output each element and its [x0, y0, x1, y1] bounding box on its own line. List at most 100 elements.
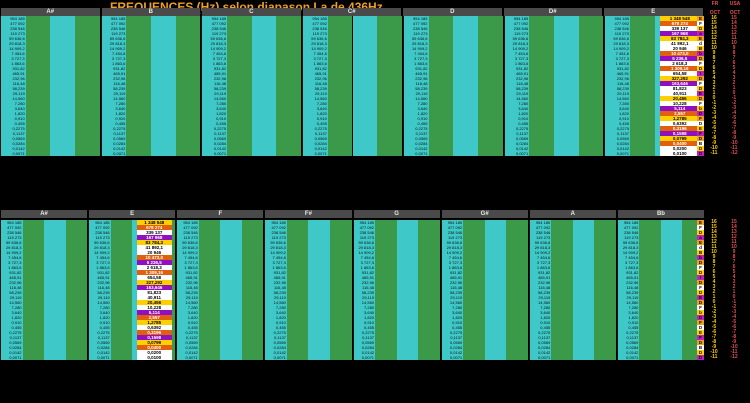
highlight-value: 678 274 [136, 225, 172, 230]
column-divider [88, 305, 90, 310]
frequency-cell [375, 340, 397, 345]
frequency-cell [241, 305, 264, 310]
frequency-cell [251, 71, 277, 76]
frequency-cell [227, 146, 252, 151]
frequency-cell [327, 66, 353, 71]
column-divider [604, 26, 606, 31]
column-divider [503, 136, 505, 141]
frequency-cell [286, 305, 309, 310]
frequency-cell [251, 41, 277, 46]
frequency-cell [506, 345, 528, 350]
column-divider [0, 260, 1, 265]
column-divider [176, 340, 178, 345]
column-divider [604, 136, 606, 141]
column-divider [528, 325, 530, 330]
frequency-cell [65, 255, 88, 260]
frequency-cell: 232,96 [529, 280, 552, 285]
octave-fr: 7 [712, 264, 716, 270]
frequency-cell: 1 863,6 [177, 265, 199, 270]
frequency-cell [477, 41, 503, 46]
column-divider [201, 101, 203, 106]
frequency-cell [377, 31, 402, 36]
frequency-cell [329, 295, 352, 300]
note-tag: E [697, 91, 704, 96]
column-divider [0, 280, 1, 285]
frequency-cell: 0,0142 [403, 146, 429, 151]
frequency-cell [198, 245, 221, 250]
frequency-cell [22, 225, 45, 230]
column-divider [604, 141, 606, 146]
frequency-cell [327, 116, 353, 121]
table-row: 477 092 477 092 477 092 477 092 477 092 477 0… [0, 225, 705, 230]
frequency-cell [329, 325, 352, 330]
frequency-cell [220, 265, 242, 270]
octave-usa: -5 [731, 319, 737, 325]
frequency-cell [484, 310, 507, 315]
column-divider [176, 325, 178, 330]
frequency-cell [25, 101, 51, 106]
frequency-cell [553, 146, 579, 151]
frequency-cell [553, 131, 579, 136]
frequency-table-top: 954 185 954 185 954 185 954 185 954 185 954 1… [0, 16, 705, 156]
column-divider [201, 41, 203, 46]
column-divider [88, 230, 90, 235]
frequency-cell [594, 220, 616, 225]
frequency-cell [251, 121, 277, 126]
frequency-cell: 0,1137 [529, 335, 552, 340]
column-divider [302, 71, 304, 76]
frequency-cell: 3 727,3 [1, 260, 23, 265]
octave-fr: -4 [711, 319, 717, 325]
frequency-cell [327, 86, 353, 91]
frequency-cell: 3,640 [1, 310, 23, 315]
frequency-cell [126, 21, 152, 26]
frequency-cell [308, 220, 330, 225]
highlight-value: 83 784,3 [136, 240, 172, 245]
frequency-cell [50, 21, 76, 26]
frequency-cell [126, 126, 152, 131]
column-divider [528, 315, 530, 320]
frequency-table-bottom: 954 185 954 185 954 185 954 185 954 185 954 1… [0, 220, 705, 360]
column-divider [100, 91, 102, 96]
frequency-cell [198, 325, 221, 330]
frequency-cell [506, 310, 528, 315]
note-header: A [529, 210, 616, 218]
note-tag: b [697, 51, 704, 56]
note-tag: F [697, 21, 704, 26]
frequency-cell [110, 260, 133, 265]
frequency-cell [553, 96, 579, 101]
frequency-cell [396, 320, 419, 325]
highlight-value: 0,0200 [659, 146, 700, 151]
note-tag: D [697, 76, 704, 81]
frequency-cell [506, 300, 528, 305]
column-divider [100, 151, 102, 156]
frequency-cell [377, 81, 402, 86]
frequency-cell [75, 31, 100, 36]
octave-usa: 9 [732, 249, 736, 255]
frequency-cell: 58,239 [202, 86, 228, 91]
note-tag: E [697, 220, 704, 225]
frequency-cell [241, 275, 264, 280]
frequency-cell [453, 36, 478, 41]
column-divider [440, 255, 442, 260]
frequency-cell [578, 136, 604, 141]
frequency-cell [227, 116, 252, 121]
frequency-cell [65, 350, 88, 355]
column-divider [604, 46, 606, 51]
frequency-cell: 7 454,6 [89, 255, 111, 260]
column-divider [0, 340, 1, 345]
octave-usa: -5 [731, 115, 737, 121]
frequency-cell [428, 111, 454, 116]
frequency-cell [453, 41, 478, 46]
frequency-cell [377, 111, 402, 116]
column-divider [503, 61, 505, 66]
frequency-cell [276, 151, 302, 156]
column-divider [352, 275, 354, 280]
column-divider [264, 295, 266, 300]
frequency-cell [110, 305, 133, 310]
column-divider [616, 255, 618, 260]
frequency-cell [477, 51, 503, 56]
frequency-cell [276, 51, 302, 56]
column-divider [352, 330, 354, 335]
frequency-cell [25, 76, 51, 81]
frequency-cell [276, 121, 302, 126]
